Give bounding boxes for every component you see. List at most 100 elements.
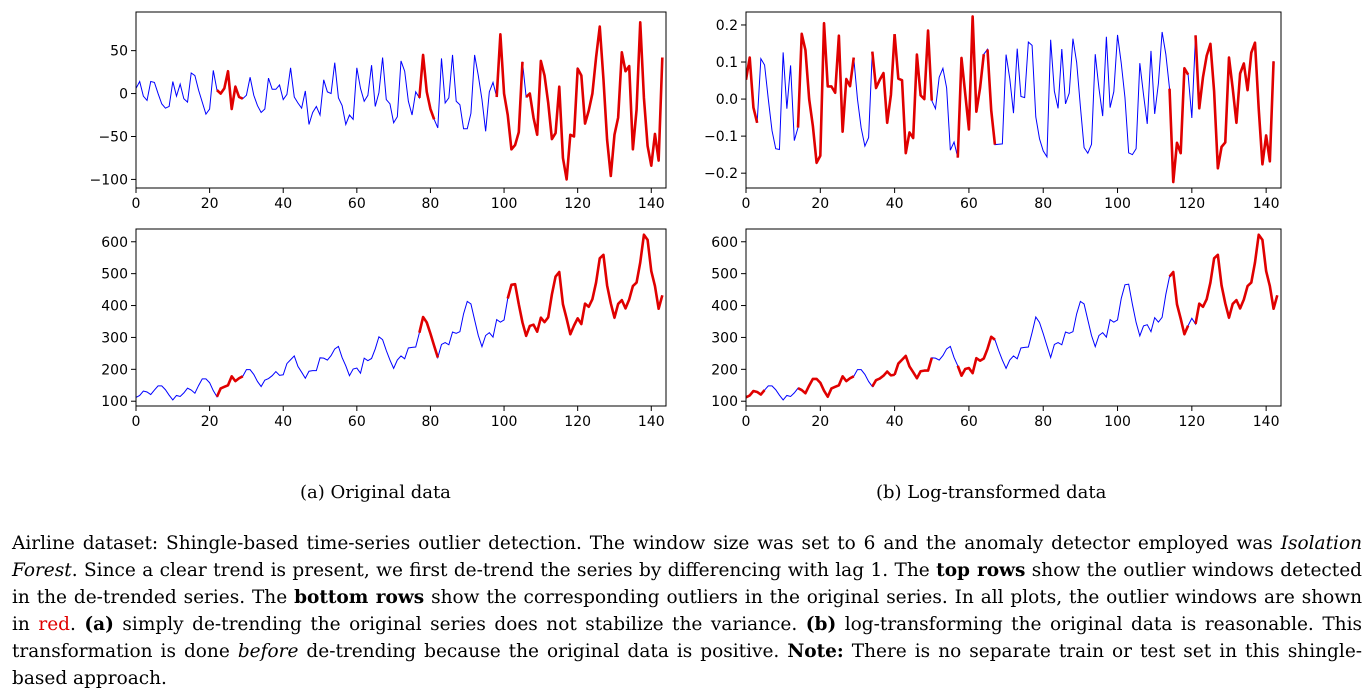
x-tick-label: 140 (1253, 196, 1280, 212)
x-tick-label: 20 (201, 414, 219, 430)
outlier-window (871, 34, 896, 125)
x-tick-label: 40 (274, 414, 292, 430)
x-tick-label: 80 (1034, 414, 1052, 430)
chart-panel-b-top: 0 20 40 60 80 100 120 140 −0.2 −0.1 0.0 0.1 0.2 (704, 11, 1282, 212)
x-tick-label: 60 (960, 196, 978, 212)
caption-bold: top rows (936, 560, 1026, 581)
y-tick-label: 100 (711, 394, 738, 410)
y-tick-label: 50 (110, 44, 128, 60)
outlier-window (956, 15, 986, 158)
caption-emphasis: before (237, 641, 299, 662)
y-tick-label: 300 (101, 330, 128, 346)
outlier-window (956, 335, 996, 377)
x-tick-label: 40 (886, 196, 904, 212)
y-tick-label: 400 (711, 299, 738, 315)
outlier-window (418, 315, 440, 358)
axes-frame (745, 11, 1282, 189)
chart-panel-b-bottom: 0 20 40 60 80 100 120 140 100 200 300 400 500 600 (711, 228, 1282, 430)
outlier-window (893, 354, 934, 380)
y-tick-label: 500 (711, 267, 738, 283)
outlier-window (495, 33, 524, 151)
outlier-window (506, 282, 521, 305)
y-tick-label: 600 (101, 235, 128, 251)
outlier-window (1194, 233, 1279, 325)
y-tick-label: 0.0 (716, 92, 738, 108)
x-tick-label: 0 (742, 196, 751, 212)
outlier-window (796, 21, 856, 165)
x-tick-label: 20 (811, 414, 829, 430)
axes-frame (745, 228, 1282, 407)
caption-text: Airline dataset: Shingle-based time-seri… (12, 533, 1281, 554)
x-tick-label: 60 (960, 414, 978, 430)
outlier-window (746, 56, 759, 124)
caption-text: show the corresponding outliers in the o… (12, 587, 1363, 635)
caption-bold: bottom rows (294, 587, 425, 608)
axes-frame (135, 228, 667, 407)
y-tick-label: 0.2 (716, 18, 738, 34)
outlier-window (871, 370, 895, 388)
caption-text: . Since a clear trend is present, we fir… (71, 560, 937, 581)
x-tick-label: 100 (1104, 414, 1131, 430)
y-tick-label: 0.1 (716, 55, 738, 71)
caption-emphasis: Isolation Forest (12, 533, 1362, 581)
x-tick-label: 0 (742, 414, 751, 430)
outlier-window (1168, 67, 1190, 184)
outlier-window (797, 375, 855, 399)
x-tick-label: 40 (274, 196, 292, 212)
x-tick-label: 120 (1178, 196, 1205, 212)
caption-text: . (70, 614, 85, 635)
outlier-window (1168, 270, 1190, 336)
outlier-window (986, 49, 997, 145)
y-tick-label: −0.2 (704, 166, 738, 182)
chart-panel-a-bottom: 0 20 40 60 80 100 120 140 100 200 300 400 500 600 (101, 228, 667, 430)
y-tick-label: 200 (711, 362, 738, 378)
x-tick-label: 80 (422, 414, 440, 430)
outlier-window (525, 21, 664, 181)
x-tick-label: 80 (1034, 196, 1052, 212)
caption-bold: (a) (84, 614, 114, 635)
x-tick-label: 100 (491, 414, 518, 430)
caption-text: log-transforming the original data is re… (12, 614, 1362, 662)
x-tick-label: 60 (348, 196, 366, 212)
x-tick-label: 120 (1178, 414, 1205, 430)
outlier-window (216, 69, 244, 111)
subcaption-b: (b) Log-transformed data (876, 482, 1107, 503)
outlier-window (746, 389, 766, 399)
outlier-window (418, 53, 436, 120)
caption-bold: Note: (787, 641, 844, 662)
outlier-window (517, 233, 664, 338)
outlier-window (1194, 35, 1275, 170)
x-tick-label: 0 (132, 196, 141, 212)
x-tick-label: 120 (564, 196, 591, 212)
x-tick-label: 0 (132, 414, 141, 430)
figure-caption: Airline dataset: Shingle-based time-seri… (12, 530, 1362, 692)
y-tick-label: 0 (119, 87, 128, 103)
subcaption-a: (a) Original data (300, 482, 451, 503)
y-tick-label: 400 (101, 299, 128, 315)
y-tick-label: −100 (90, 172, 128, 188)
caption-text: simply de-trending the original series d… (113, 614, 806, 635)
y-tick-label: 500 (101, 267, 128, 283)
chart-panel-a-top: 0 20 40 60 80 100 120 140 −100 −50 0 50 (90, 11, 667, 212)
x-tick-label: 140 (638, 414, 665, 430)
caption-text: de-trending because the original data is… (298, 641, 788, 662)
x-tick-label: 100 (1104, 196, 1131, 212)
x-tick-label: 20 (201, 196, 219, 212)
x-tick-label: 80 (422, 196, 440, 212)
x-tick-label: 100 (491, 196, 518, 212)
outlier-window (215, 375, 244, 398)
x-tick-label: 40 (886, 414, 904, 430)
x-tick-label: 60 (348, 414, 366, 430)
x-tick-label: 140 (1253, 414, 1280, 430)
x-tick-label: 20 (811, 196, 829, 212)
y-tick-label: 200 (101, 362, 128, 378)
outlier-window (893, 29, 934, 155)
y-tick-label: 600 (711, 235, 738, 251)
caption-red-word: red (38, 614, 70, 635)
caption-text: show the outlier windows detected in the… (12, 560, 1362, 608)
x-tick-label: 140 (638, 196, 665, 212)
y-tick-label: 300 (711, 330, 738, 346)
axes-frame (135, 11, 667, 189)
y-tick-label: −50 (98, 129, 128, 145)
